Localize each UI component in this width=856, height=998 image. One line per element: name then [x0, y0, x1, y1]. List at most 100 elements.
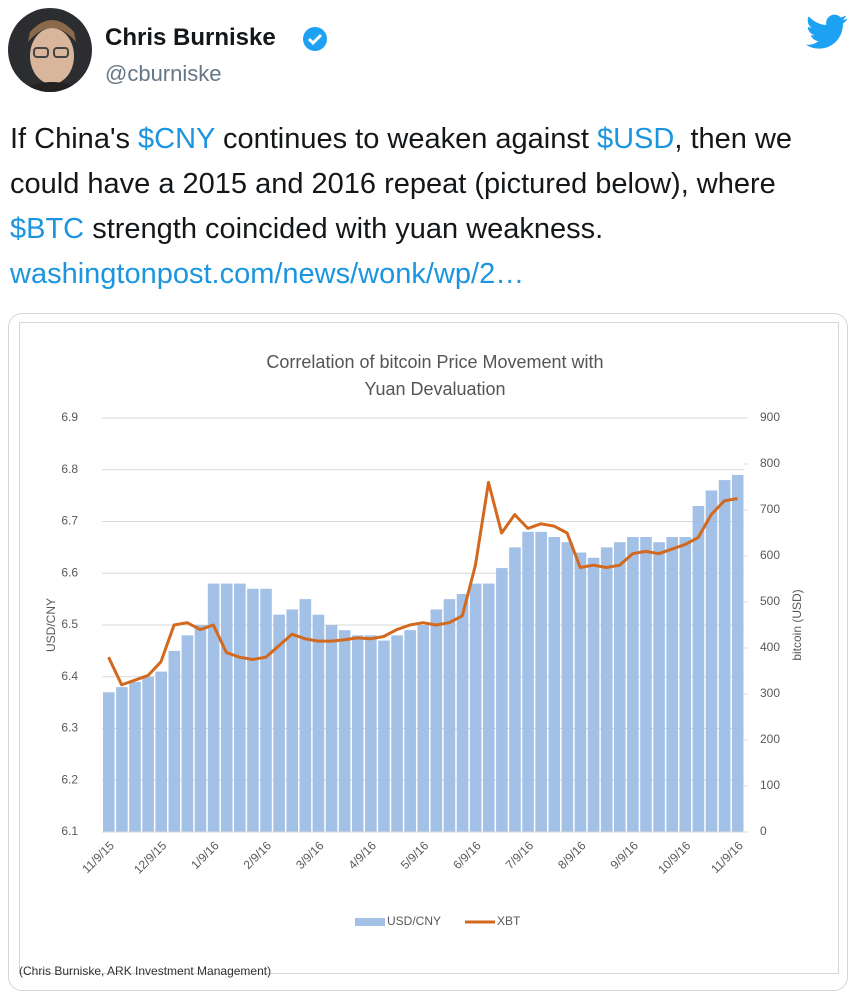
bar	[692, 505, 705, 832]
bar	[666, 537, 678, 832]
bar	[391, 635, 403, 832]
author-handle[interactable]: @cburniske	[105, 61, 222, 86]
x-tick-label: 2/9/16	[241, 838, 275, 872]
chart-frame: Correlation of bitcoin Price Movement wi…	[19, 322, 839, 974]
legend-label: USD/CNY	[387, 914, 441, 928]
bar	[653, 542, 665, 832]
text: strength coincided with yuan weakness.	[84, 213, 604, 245]
y2-tick-label: 900	[760, 410, 780, 424]
tweet-text: If China's $CNY continues to weaken agai…	[10, 117, 846, 297]
bar	[116, 687, 128, 832]
bar	[286, 609, 299, 832]
bar	[496, 568, 508, 832]
bar	[469, 583, 482, 832]
text: If China's	[10, 123, 139, 155]
y2-tick-label: 800	[760, 456, 780, 470]
bar	[220, 583, 233, 832]
bar	[338, 630, 351, 832]
bar	[548, 537, 561, 832]
line	[107, 480, 738, 687]
bar	[404, 630, 416, 832]
bar	[613, 542, 626, 832]
bar	[325, 625, 338, 832]
bar	[731, 474, 744, 832]
bar	[640, 537, 652, 832]
chart-title: Correlation of bitcoin Price Movement wi…	[266, 352, 604, 399]
y-tick-label: 6.7	[61, 514, 78, 528]
legend-label: XBT	[497, 914, 521, 928]
verified-badge	[303, 27, 327, 51]
x-tick-label: 3/9/16	[293, 838, 327, 872]
chart: 6.1 6.2 6.3 6.4 6.5 6.6 6.7 6.8 6.9 0 100 200 300 400…	[44, 410, 804, 928]
cashtag[interactable]: $BTC	[10, 213, 85, 245]
bar	[155, 671, 168, 832]
y-tick-label: 6.6	[61, 565, 78, 579]
x-tick-label: 4/9/16	[345, 838, 379, 872]
y2-tick-label: 600	[760, 548, 780, 562]
bar	[482, 583, 495, 832]
bar	[627, 537, 639, 832]
bar	[247, 588, 259, 832]
y-tick-label: 6.9	[61, 410, 78, 424]
y2-axis-label: bitcoin (USD)	[790, 589, 804, 660]
bar	[443, 599, 456, 832]
bar	[378, 640, 390, 832]
bar	[561, 542, 574, 832]
x-tick-label: 11/9/15	[79, 838, 117, 876]
y-tick-label: 6.2	[61, 772, 78, 786]
y2-tick-label: 300	[760, 686, 780, 700]
twitter-logo[interactable]	[806, 14, 848, 50]
x-tick-label: 1/9/16	[188, 838, 222, 872]
bar	[535, 531, 547, 832]
y-tick-label: 6.1	[61, 824, 78, 838]
avatar[interactable]	[8, 8, 92, 92]
y-tick-label: 6.5	[61, 617, 78, 631]
bar	[103, 692, 115, 832]
bar	[168, 650, 181, 832]
author-name[interactable]: Chris Burniske	[105, 24, 276, 51]
text: , then we could have a 2015 and 2016 rep…	[10, 123, 793, 200]
bar	[509, 547, 521, 832]
bar	[679, 537, 692, 832]
x-tick-label: 6/9/16	[450, 838, 484, 872]
bar	[142, 676, 154, 832]
x-tick-label: 9/9/16	[607, 838, 641, 872]
bar	[718, 480, 731, 832]
bar	[351, 635, 364, 832]
y2-tick-label: 100	[760, 778, 780, 792]
y2-tick-label: 700	[760, 502, 780, 516]
y-tick-label: 6.4	[61, 669, 78, 683]
y-tick-label: 6.3	[61, 721, 78, 735]
bar	[181, 635, 194, 832]
y2-tick-label: 500	[760, 594, 780, 608]
x-tick-label: 8/9/16	[555, 838, 589, 872]
bar	[260, 588, 272, 832]
bar	[365, 635, 377, 832]
bar	[273, 614, 285, 832]
bar	[456, 593, 469, 832]
y2-tick-label: 400	[760, 640, 780, 654]
bar	[417, 625, 430, 832]
legend-swatch	[355, 918, 385, 926]
text: continues to weaken against	[214, 123, 597, 155]
x-tick-label: 5/9/16	[398, 838, 432, 872]
x-tick-label: 10/9/16	[655, 838, 693, 876]
image-caption: (Chris Burniske, ARK Investment Manageme…	[19, 964, 272, 978]
y2-tick-label: 0	[760, 824, 767, 838]
bar	[129, 681, 141, 832]
y-axis-label: USD/CNY	[44, 598, 58, 652]
x-tick-label: 11/9/16	[708, 838, 746, 876]
cashtag[interactable]: $CNY	[138, 123, 215, 155]
media-card[interactable]: Correlation of bitcoin Price Movement wi…	[8, 313, 848, 991]
bar	[299, 599, 312, 832]
bar	[430, 609, 443, 832]
x-tick-label: 7/9/16	[503, 838, 537, 872]
cashtag[interactable]: $USD	[596, 123, 675, 155]
bar	[574, 552, 587, 832]
bar	[587, 557, 600, 832]
bar	[234, 583, 246, 832]
bar	[312, 614, 325, 832]
url-link[interactable]: washingtonpost.com/news/wonk/wp/2…	[10, 258, 525, 290]
bar	[705, 490, 718, 832]
